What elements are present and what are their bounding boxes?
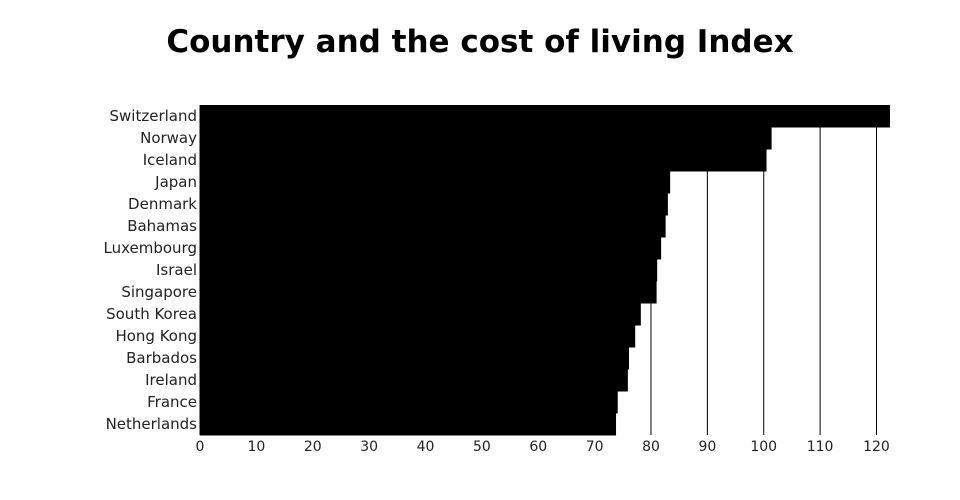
bar [200,149,767,172]
bar [200,391,618,414]
x-axis-ticks: 0 10 20 30 40 50 60 70 80 90 100 110 120 [196,439,890,455]
bar [200,171,671,194]
category-label: Japan [154,173,197,191]
x-tick-label: 30 [360,439,378,455]
bar [200,281,657,304]
bars [200,105,890,436]
category-label: Barbados [126,349,197,367]
category-label: Singapore [121,283,197,301]
category-label: South Korea [106,305,197,323]
x-tick-label: 90 [698,439,716,455]
x-tick-label: 120 [863,439,890,455]
x-tick-label: 0 [196,439,205,455]
category-label: Iceland [143,151,197,169]
x-tick-label: 110 [807,439,834,455]
x-tick-label: 70 [586,439,604,455]
bar [200,369,628,392]
category-label: Hong Kong [115,327,197,345]
x-tick-label: 60 [529,439,547,455]
category-label: France [147,393,197,411]
x-tick-label: 10 [247,439,265,455]
bar [200,325,636,348]
category-label: Ireland [145,371,197,389]
bar [200,237,662,260]
x-tick-label: 50 [473,439,491,455]
x-tick-label: 20 [304,439,322,455]
x-tick-label: 100 [750,439,777,455]
category-label: Bahamas [127,217,197,235]
bar [200,413,617,436]
category-label: Luxembourg [104,239,198,257]
x-tick-label: 40 [417,439,435,455]
category-label: Israel [156,261,197,279]
bar [200,259,658,282]
bar [200,127,772,150]
category-label: Netherlands [106,415,198,433]
chart-title: Country and the cost of living Index [166,24,794,60]
category-label: Switzerland [110,107,198,125]
category-labels: Switzerland Norway Iceland Japan Denmark Baha… [104,107,198,433]
category-label: Norway [140,129,197,147]
bar [200,347,629,370]
bar [200,303,641,326]
x-tick-label: 80 [642,439,660,455]
bar [200,105,890,128]
bar [200,193,668,216]
category-label: Denmark [128,195,197,213]
bar [200,215,666,238]
